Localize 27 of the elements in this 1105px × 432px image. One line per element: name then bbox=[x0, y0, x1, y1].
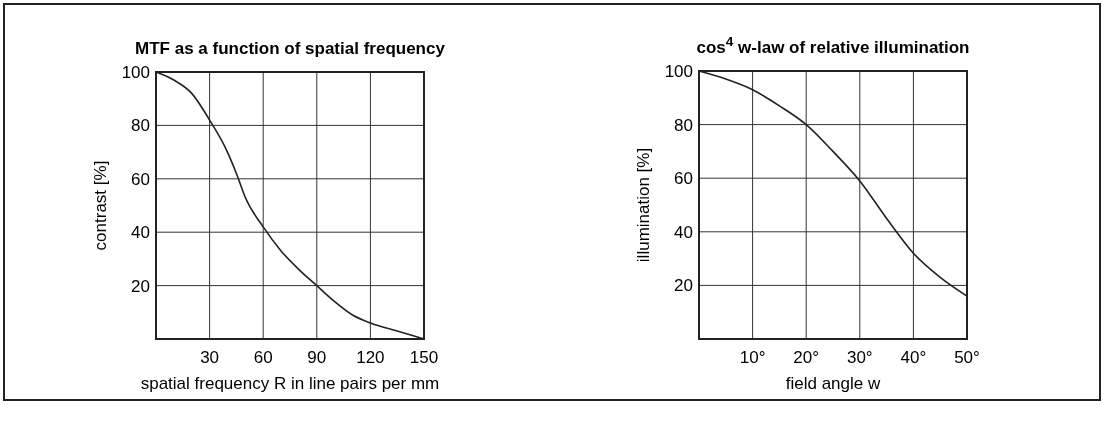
x-tick-label: 40° bbox=[900, 348, 927, 367]
y-axis-title: illumination [%] bbox=[634, 147, 653, 263]
y-tick-label: 60 bbox=[131, 169, 150, 189]
y-tick-label: 80 bbox=[131, 116, 150, 136]
x-tick-label: 50° bbox=[954, 348, 980, 367]
x-tick-label: 10° bbox=[739, 348, 766, 367]
y-tick-label: 20 bbox=[131, 276, 150, 296]
x-axis-title: field angle w bbox=[785, 374, 881, 393]
x-tick-label: 30° bbox=[846, 348, 873, 367]
x-tick-label: 60 bbox=[253, 348, 273, 367]
y-axis-title: contrast [%] bbox=[91, 160, 110, 251]
x-tick-label: 90 bbox=[307, 348, 327, 367]
line-series bbox=[155, 71, 425, 340]
x-axis-title: spatial frequency R in line pairs per mm bbox=[140, 374, 440, 393]
x-tick-label: 150 bbox=[409, 348, 439, 367]
y-tick-label: 80 bbox=[674, 115, 693, 135]
y-tick-label: 100 bbox=[664, 61, 693, 81]
chart-title: cos$^{4}$ w-law of relative illumination bbox=[696, 33, 970, 57]
x-tick-label: 20° bbox=[793, 348, 820, 367]
y-tick-label: 20 bbox=[674, 276, 693, 296]
y-tick-label: 40 bbox=[131, 223, 150, 243]
y-tick-label: 40 bbox=[674, 222, 693, 242]
x-tick-label: 120 bbox=[356, 348, 385, 367]
chart-title: MTF as a function of spatial frequency bbox=[135, 39, 446, 58]
x-tick-label: 30 bbox=[200, 348, 220, 367]
y-tick-label: 100 bbox=[121, 62, 150, 82]
y-tick-label: 60 bbox=[674, 169, 693, 189]
